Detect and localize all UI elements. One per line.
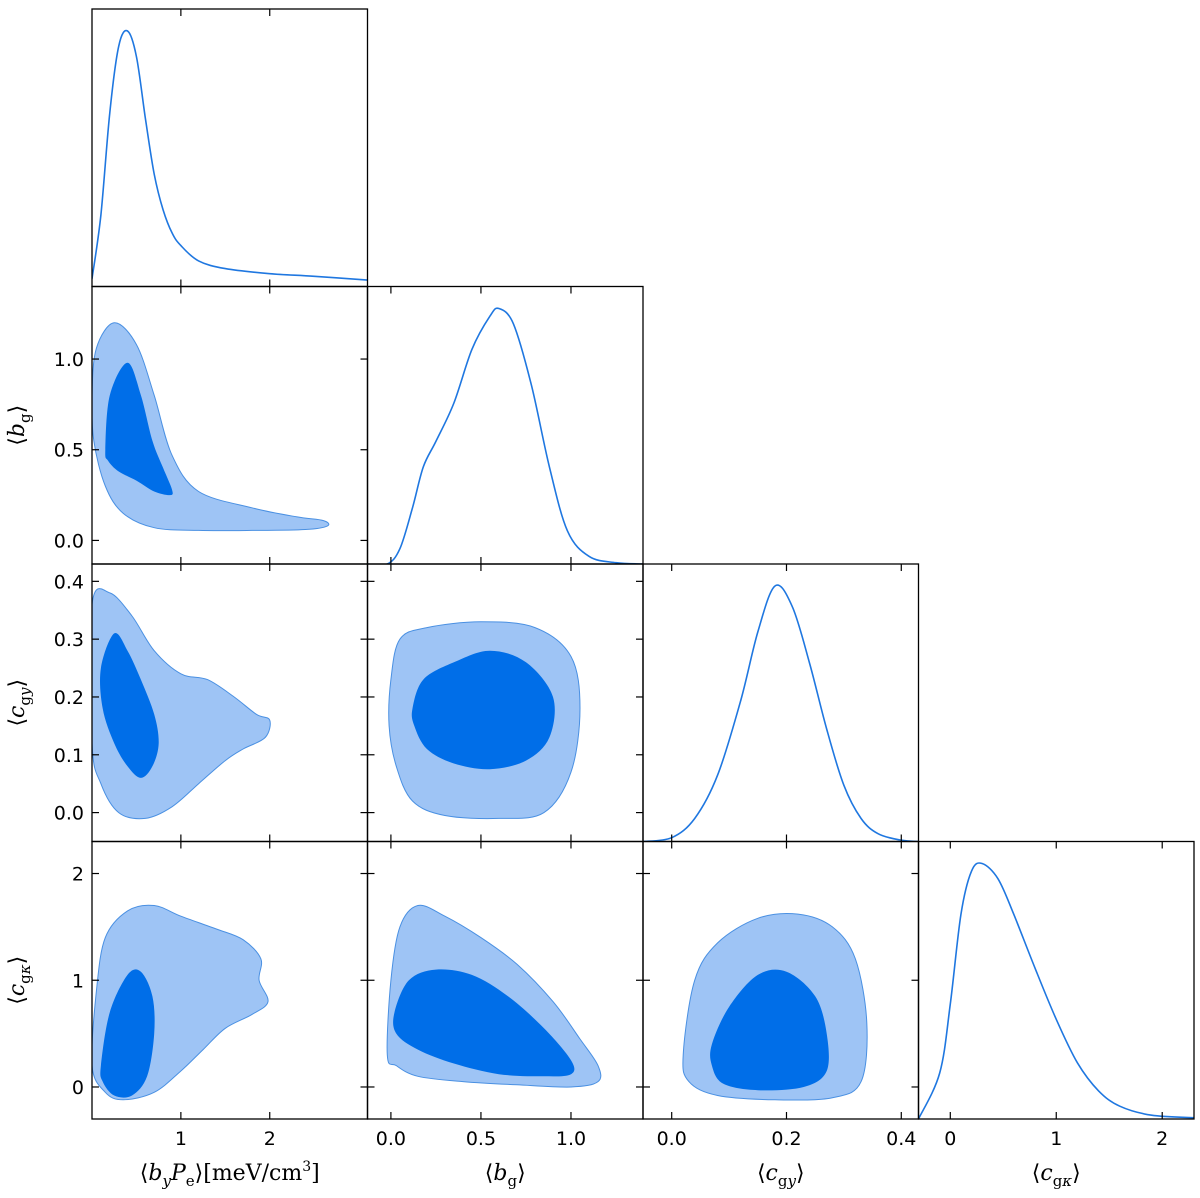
contour-68-bg-cgy (411, 650, 555, 770)
marginal-curve-cgk (918, 862, 1194, 1119)
x-tick-label: 1.0 (556, 1128, 586, 1150)
contour-68-byPe-bg (105, 362, 173, 496)
x-tick-label: 1 (175, 1128, 187, 1150)
x-tick-label: 2 (264, 1128, 276, 1150)
y-axis-title-cgk: ⟨cgκ⟩ (5, 956, 34, 1005)
marginal-curve-bg (367, 307, 643, 564)
y-tick-label: 2 (72, 864, 84, 886)
contour-68-cgy-cgk (710, 969, 829, 1091)
y-axis-title-cgy: ⟨cgy⟩ (5, 679, 34, 727)
y-tick-label: 0.2 (54, 687, 84, 709)
panel-frame-cgy-cgy (642, 563, 920, 843)
y-axis-title-bg: ⟨bg⟩ (5, 405, 34, 446)
x-tick-label: 0 (944, 1128, 956, 1150)
y-tick-label: 1.0 (54, 349, 84, 371)
y-tick-label: 0.5 (54, 440, 84, 462)
marginal-curve-byPe (92, 29, 368, 281)
y-tick-label: 0.1 (54, 745, 84, 767)
y-tick-label: 0.3 (54, 629, 84, 651)
contour-68-byPe-cgk (100, 969, 155, 1098)
x-tick-label: 0.4 (886, 1128, 916, 1150)
panel-frame-cgk-cgk (917, 840, 1195, 1120)
x-axis-title-byPe: ⟨byPe⟩[meV/cm3] (140, 1159, 320, 1190)
y-tick-label: 0.0 (54, 803, 84, 825)
x-tick-label: 0.5 (466, 1128, 496, 1150)
x-tick-label: 2 (1156, 1128, 1168, 1150)
contour-68-byPe-cgy (100, 632, 159, 778)
y-tick-label: 0.0 (54, 530, 84, 552)
x-tick-label: 0.0 (657, 1128, 687, 1150)
y-tick-label: 0.4 (54, 571, 84, 593)
x-tick-label: 0.2 (771, 1128, 801, 1150)
x-tick-label: 0.0 (376, 1128, 406, 1150)
contour-68-bg-cgk (393, 969, 575, 1077)
x-tick-label: 1 (1050, 1128, 1062, 1150)
panel-frame-byPe-byPe (91, 8, 369, 288)
x-axis-title-cgy: ⟨cgy⟩ (757, 1161, 805, 1190)
x-axis-title-bg: ⟨bg⟩ (485, 1161, 526, 1190)
y-tick-label: 1 (72, 970, 84, 992)
y-tick-label: 0 (72, 1077, 84, 1099)
x-axis-title-cgk: ⟨cgκ⟩ (1032, 1161, 1081, 1190)
marginal-curve-cgy (643, 584, 919, 842)
